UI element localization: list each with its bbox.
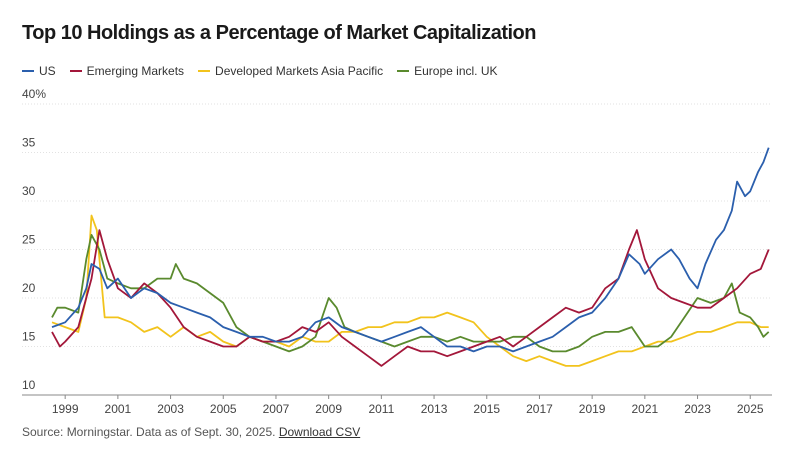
y-tick-label: 10: [22, 378, 36, 392]
y-tick-label: 15: [22, 330, 36, 344]
x-tick-label: 2007: [263, 402, 290, 416]
chart-title: Top 10 Holdings as a Percentage of Marke…: [22, 22, 536, 44]
x-tick-label: 2025: [737, 402, 764, 416]
legend-swatch-us: [22, 70, 34, 72]
x-tick-label: 2005: [210, 402, 237, 416]
chart-footer: Source: Morningstar. Data as of Sept. 30…: [22, 425, 360, 439]
legend-swatch-europe-incl-uk: [397, 70, 410, 72]
legend-item-developed-asia-pacific: Developed Markets Asia Pacific: [198, 64, 383, 78]
y-tick-label: 30: [22, 184, 36, 198]
gridlines: [22, 103, 772, 396]
legend-label-us: US: [39, 64, 56, 78]
series-lines: [51, 147, 770, 367]
legend-swatch-developed-asia-pacific: [198, 70, 211, 72]
legend-label-emerging-markets: Emerging Markets: [86, 64, 185, 78]
download-csv-link[interactable]: Download CSV: [278, 425, 361, 439]
x-tick-label: 2023: [684, 402, 711, 416]
source-note: Source: Morningstar. Data as of Sept. 30…: [22, 425, 276, 439]
y-axis-ticks: 40% 35 30 25 20 15 10: [22, 87, 46, 392]
legend-item-europe-incl-uk: Europe incl. UK: [397, 64, 498, 78]
x-tick-label: 2003: [157, 402, 184, 416]
series-line-developed-markets-asia-pacific: [51, 214, 769, 367]
x-tick-label: 2011: [368, 402, 394, 416]
legend-item-us: US: [22, 64, 56, 78]
x-tick-label: 2019: [579, 402, 606, 416]
x-tick-label: 2009: [315, 402, 342, 416]
y-tick-label: 25: [22, 233, 36, 247]
legend-swatch-emerging-markets: [69, 70, 82, 72]
legend-label-europe-incl-uk: Europe incl. UK: [414, 64, 498, 78]
y-tick-label: 35: [22, 136, 36, 150]
x-tick-label: 2001: [105, 402, 132, 416]
x-tick-label: 2013: [421, 402, 448, 416]
legend-label-developed-asia-pacific: Developed Markets Asia Pacific: [215, 64, 384, 78]
y-tick-label: 40%: [22, 87, 46, 101]
legend-item-emerging-markets: Emerging Markets: [69, 64, 185, 78]
x-axis-ticks: 1999 2001 2003 2005 2007 2009 2011 2013 2015 2017…: [52, 395, 764, 416]
x-tick-label: 2017: [526, 402, 553, 416]
series-line-europe-incl-uk: [51, 234, 770, 353]
x-tick-label: 2015: [473, 402, 500, 416]
series-line-us: [51, 147, 770, 353]
x-tick-label: 1999: [52, 402, 79, 416]
chart-legend: US Emerging Markets Developed Markets As…: [22, 64, 498, 78]
x-tick-label: 2021: [631, 402, 658, 416]
y-tick-label: 20: [22, 281, 36, 295]
